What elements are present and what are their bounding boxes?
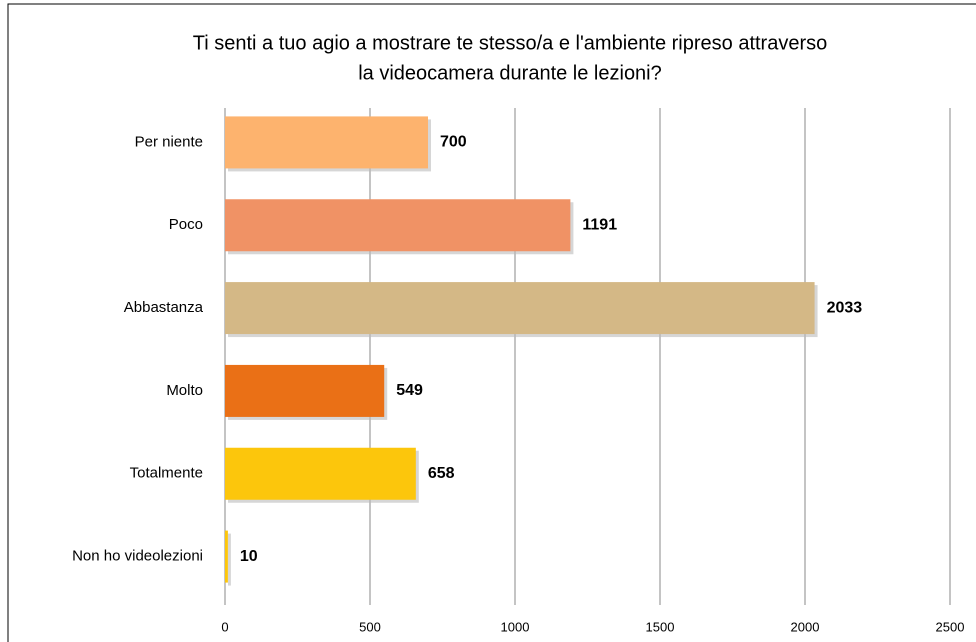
bar (225, 447, 416, 500)
y-tick-label: Per niente (135, 133, 203, 150)
bar (225, 116, 428, 169)
y-tick-label: Abbastanza (124, 299, 204, 316)
data-label: 1191 (582, 216, 617, 233)
x-tick-label: 0 (221, 619, 228, 634)
y-tick-label: Poco (169, 216, 203, 233)
data-label: 700 (440, 134, 467, 151)
chart-title: la videocamera durante le lezioni? (358, 62, 662, 84)
x-tick-label: 2000 (791, 619, 820, 634)
x-tick-label: 1000 (501, 619, 530, 634)
bar-shadow (228, 533, 231, 586)
y-tick-label: Molto (166, 382, 203, 399)
data-label: 2033 (827, 299, 863, 316)
x-tick-label: 2500 (936, 619, 965, 634)
bar (225, 364, 385, 417)
x-tick-label: 1500 (646, 619, 675, 634)
data-label: 10 (240, 548, 258, 565)
bar (225, 199, 571, 252)
bar (225, 282, 815, 335)
bar (225, 530, 228, 583)
y-tick-label: Non ho videolezioni (72, 548, 203, 565)
chart-title: Ti senti a tuo agio a mostrare te stesso… (193, 32, 828, 54)
data-label: 549 (396, 382, 423, 399)
x-tick-label: 500 (359, 619, 381, 634)
data-label: 658 (428, 465, 455, 482)
y-tick-label: Totalmente (130, 465, 203, 482)
